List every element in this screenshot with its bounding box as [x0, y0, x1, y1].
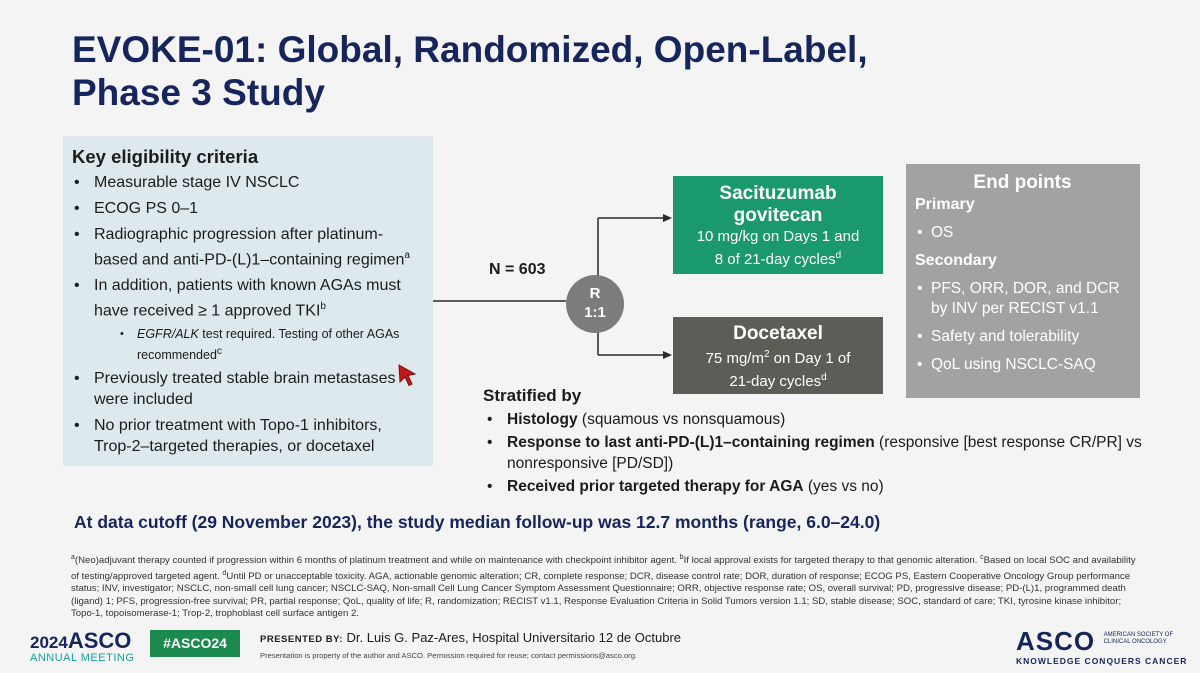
- randomization-label: R: [589, 285, 601, 302]
- meeting-year: 2024: [30, 633, 68, 652]
- eligibility-item: Measurable stage IV NSCLC: [72, 172, 421, 193]
- eligibility-item-text: Measurable stage IV NSCLC: [94, 174, 300, 191]
- meeting-org: ASCO: [67, 628, 132, 653]
- presenter-line: PRESENTED BY: Dr. Luis G. Paz-Ares, Hosp…: [260, 630, 681, 645]
- arm-2-dose-line-1: 75 mg/m2 on Day 1 of: [673, 345, 883, 368]
- endpoints-heading: End points: [973, 172, 1072, 193]
- footnote-marker: a: [71, 554, 75, 561]
- presented-by-label: PRESENTED BY:: [260, 634, 343, 645]
- footnote-ref: b: [320, 301, 326, 313]
- endpoint-item: Safety and tolerability: [915, 327, 1130, 347]
- footnote-c: Based on local SOC and availability of t…: [71, 555, 1136, 582]
- footnote-ref: c: [216, 345, 222, 357]
- arm-1-dose: 10 mg/kg on Days 1 and 8 of 21-day cycle…: [673, 227, 883, 269]
- strat-factor: Histology: [507, 411, 578, 428]
- arm-1-dose-line-2: 8 of 21-day cycles: [714, 251, 836, 268]
- arm-2-dose: 75 mg/m2 on Day 1 of 21-day cyclesd: [673, 345, 883, 391]
- primary-endpoint-label: Primary: [915, 196, 975, 213]
- abbreviations: AGA, actionable genomic alteration; CR, …: [71, 570, 1131, 619]
- strat-detail: (yes vs no): [803, 478, 884, 495]
- eligibility-item-text: ECOG PS 0–1: [94, 200, 199, 217]
- eligibility-item-text: No prior treatment with Topo-1 inhibitor…: [94, 416, 382, 455]
- asco-tagline: KNOWLEDGE CONQUERS CANCER: [1016, 656, 1188, 666]
- eligibility-item: Previously treated stable brain metastas…: [72, 368, 421, 410]
- eligibility-list: Measurable stage IV NSCLC ECOG PS 0–1 Ra…: [72, 172, 421, 457]
- arm-1-dose-line-2-wrap: 8 of 21-day cyclesd: [673, 246, 883, 269]
- society-name: AMERICAN SOCIETY OF CLINICAL ONCOLOGY: [1104, 632, 1174, 646]
- arm-2-dose-pre: 75 mg/m: [705, 350, 764, 367]
- strat-factor: Response to last anti-PD-(L)1–containing…: [507, 434, 875, 451]
- arm-2-dose-exponent: 2: [763, 349, 770, 360]
- footnote-ref: d: [835, 250, 842, 261]
- endpoints-box: End points Primary OS Secondary PFS, ORR…: [906, 164, 1140, 398]
- eligibility-item: No prior treatment with Topo-1 inhibitor…: [72, 415, 421, 457]
- footnote-ref: d: [821, 372, 827, 383]
- asco-logo-text: ASCO: [1016, 626, 1096, 656]
- footnote-a: (Neo)adjuvant therapy counted if progres…: [74, 555, 680, 567]
- eligibility-item-text: Previously treated stable brain metastas…: [94, 369, 396, 408]
- hashtag-badge: #ASCO24: [150, 630, 240, 657]
- arm-sacituzumab-box: Sacituzumab govitecan 10 mg/kg on Days 1…: [673, 176, 883, 274]
- eligibility-item: In addition, patients with known AGAs mu…: [72, 275, 421, 321]
- slide-title: EVOKE-01: Global, Randomized, Open-Label…: [72, 28, 1072, 114]
- arm-docetaxel-box: Docetaxel 75 mg/m2 on Day 1 of 21-day cy…: [673, 317, 883, 394]
- randomization-ratio: 1:1: [584, 304, 606, 321]
- footnote-ref: a: [404, 250, 410, 261]
- stratification-item: Received prior targeted therapy for AGA …: [483, 476, 1163, 497]
- secondary-endpoint-list: PFS, ORR, DOR, and DCR by INV per RECIST…: [915, 279, 1130, 375]
- eligibility-item: ECOG PS 0–1: [72, 198, 421, 219]
- eligibility-item-text: Radiographic progression after platinum-…: [94, 226, 405, 269]
- society-line-2: CLINICAL ONCOLOGY: [1103, 639, 1167, 645]
- sub-item-text: test required. Testing of other AGAs rec…: [137, 326, 400, 362]
- stratification-list: Histology (squamous vs nonsquamous) Resp…: [483, 409, 1163, 497]
- arm-2-dose-line-2: 21-day cycles: [729, 373, 822, 390]
- footnote-marker: d: [222, 569, 227, 577]
- secondary-endpoint-label: Secondary: [915, 252, 997, 269]
- stratification-section: Stratified by Histology (squamous vs non…: [483, 386, 1163, 499]
- meeting-label: ANNUAL MEETING: [30, 652, 135, 664]
- strat-factor: Received prior targeted therapy for AGA: [507, 478, 804, 495]
- footnotes: a(Neo)adjuvant therapy counted if progre…: [71, 552, 1146, 620]
- endpoint-item: QoL using NSCLC-SAQ: [915, 355, 1130, 375]
- footnote-marker: b: [679, 554, 684, 561]
- eligibility-item: Radiographic progression after platinum-…: [72, 224, 421, 270]
- sample-size-label: N = 603: [489, 261, 546, 278]
- randomization-circle: R 1:1: [566, 275, 624, 333]
- mouse-cursor-icon: [398, 364, 417, 387]
- eligibility-sub-item: EGFR/ALK test required. Testing of other…: [72, 326, 421, 364]
- arm-1-name-line-1: Sacituzumab: [719, 183, 837, 204]
- asco-logo-row: ASCO AMERICAN SOCIETY OF CLINICAL ONCOLO…: [1016, 626, 1187, 657]
- eligibility-box: Key eligibility criteria Measurable stag…: [63, 136, 433, 466]
- stratification-item: Response to last anti-PD-(L)1–containing…: [483, 432, 1163, 474]
- primary-endpoint-list: OS: [915, 223, 1130, 243]
- asco-annual-meeting-logo: 2024ASCO ANNUAL MEETING: [30, 628, 134, 664]
- data-cutoff-statement: At data cutoff (29 November 2023), the s…: [74, 512, 881, 532]
- title-line-2: Phase 3 Study: [72, 72, 325, 113]
- eligibility-heading: Key eligibility criteria: [72, 146, 259, 167]
- strat-detail: (responsive [best response CR/PR] vs non…: [507, 434, 1142, 472]
- sub-item-italic: EGFR/ALK: [137, 326, 199, 341]
- arm-2-name: Docetaxel: [733, 323, 823, 344]
- asco-logo: ASCO AMERICAN SOCIETY OF CLINICAL ONCOLO…: [1016, 626, 1187, 666]
- presenter-name: Dr. Luis G. Paz-Ares, Hospital Universit…: [346, 630, 682, 645]
- permission-notice: Presentation is property of the author a…: [260, 651, 638, 660]
- endpoint-item: OS: [915, 223, 1130, 243]
- stratification-heading: Stratified by: [483, 386, 582, 405]
- stratification-item: Histology (squamous vs nonsquamous): [483, 409, 1163, 430]
- meeting-year-org: 2024ASCO: [30, 628, 134, 654]
- endpoint-item: PFS, ORR, DOR, and DCR by INV per RECIST…: [915, 279, 1130, 319]
- footnote-d: Until PD or unacceptable toxicity.: [226, 570, 369, 582]
- arm-2-dose-line-2-wrap: 21-day cyclesd: [673, 368, 883, 391]
- title-line-1: EVOKE-01: Global, Randomized, Open-Label…: [72, 29, 868, 70]
- eligibility-item-text: In addition, patients with known AGAs mu…: [94, 277, 401, 320]
- arm-2-dose-post: on Day 1 of: [769, 350, 851, 367]
- arm-1-name-line-2: govitecan: [733, 205, 823, 226]
- footnote-b: If local approval exists for targeted th…: [683, 555, 981, 567]
- arm-1-dose-line-1: 10 mg/kg on Days 1 and: [696, 228, 860, 245]
- arm-1-name: Sacituzumab govitecan: [673, 183, 883, 227]
- society-line-1: AMERICAN SOCIETY OF: [1103, 632, 1174, 638]
- strat-detail: (squamous vs nonsquamous): [577, 411, 786, 428]
- footnote-marker: c: [980, 554, 984, 561]
